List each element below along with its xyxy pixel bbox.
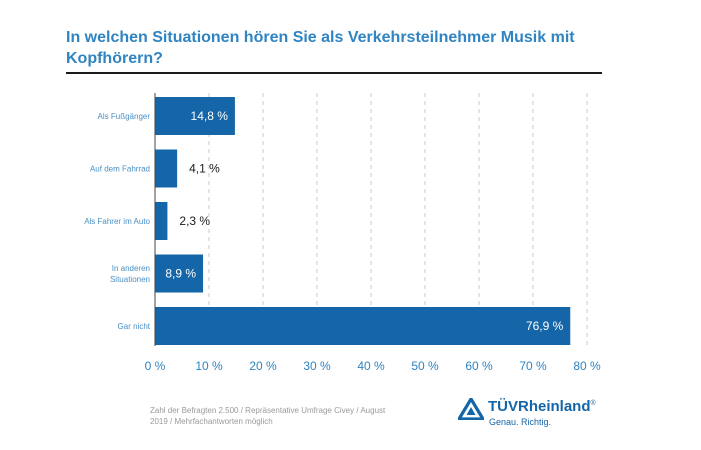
x-tick-label: 10 % (195, 359, 223, 373)
title-divider (66, 72, 602, 74)
bar (155, 307, 571, 345)
tuv-rheinland-logo: TÜVRheinland® Genau. Richtig. (458, 395, 608, 435)
triangle-logo-icon (458, 398, 484, 420)
bar-value-label: 2,3 % (179, 214, 210, 228)
category-label: Auf dem Fahrrad (90, 165, 150, 174)
x-tick-label: 60 % (465, 359, 493, 373)
bar (155, 149, 178, 188)
bar (155, 254, 204, 293)
x-tick-label: 40 % (357, 359, 385, 373)
x-tick-label: 80 % (573, 359, 601, 373)
x-tick-label: 50 % (411, 359, 439, 373)
logo-registered-mark: ® (590, 400, 596, 407)
bar-value-label: 4,1 % (189, 162, 220, 176)
chart-title: In welchen Situationen hören Sie als Ver… (66, 29, 575, 67)
category-label: Gar nicht (118, 322, 151, 331)
x-tick-label: 0 % (145, 359, 166, 373)
x-tick-label: 70 % (519, 359, 547, 373)
category-label: In anderen (112, 264, 150, 273)
bar-value-label: 8,9 % (165, 267, 196, 281)
category-label: Als Fußgänger (98, 112, 151, 121)
category-label: Situationen (110, 275, 150, 284)
footnote: Zahl der Befragten 2.500 / Repräsentativ… (150, 406, 386, 426)
logo-brand: TÜVRheinland® (488, 398, 596, 415)
x-tick-label: 20 % (249, 359, 277, 373)
bar-value-label: 76,9 % (526, 319, 564, 333)
bar (155, 202, 168, 240)
category-label: Als Fahrer im Auto (84, 217, 150, 226)
bar (155, 97, 235, 135)
x-tick-label: 30 % (303, 359, 331, 373)
logo-brand-name: TÜVRheinland (488, 398, 591, 415)
bar-value-label: 14,8 % (191, 109, 229, 123)
logo-tagline: Genau. Richtig. (489, 417, 552, 427)
